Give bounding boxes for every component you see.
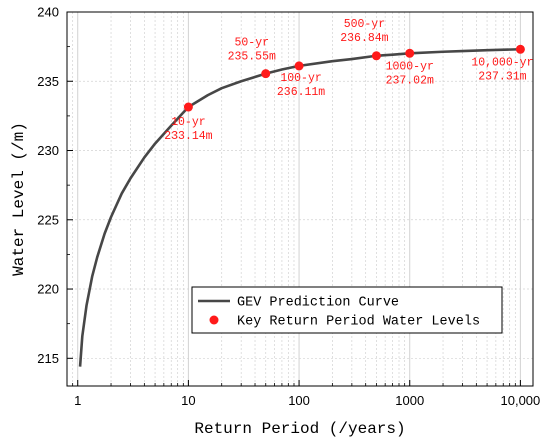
key-return-period-point — [294, 61, 304, 71]
key-return-period-point — [371, 51, 381, 61]
y-tick-label: 225 — [37, 212, 59, 227]
y-tick-label: 220 — [37, 282, 59, 297]
legend: GEV Prediction Curve Key Return Period W… — [191, 286, 503, 334]
key-return-period-point — [183, 102, 193, 112]
annotation-period: 10,000-yr — [471, 56, 533, 69]
legend-point-swatch — [209, 315, 219, 325]
x-tick-label: 1 — [74, 393, 81, 408]
annotation-period: 50-yr — [234, 37, 269, 50]
legend-label-curve: GEV Prediction Curve — [237, 296, 399, 311]
gev-prediction-curve — [78, 47, 521, 367]
curve-layer — [78, 47, 521, 367]
annotation-period: 1000-yr — [386, 60, 434, 73]
legend-label-points: Key Return Period Water Levels — [237, 315, 480, 330]
x-tick-label: 1000 — [395, 393, 424, 408]
annotation-period: 100-yr — [280, 72, 321, 85]
annotation-level: 235.55m — [228, 51, 276, 64]
annotation-level: 233.14m — [164, 130, 212, 143]
annotation-period: 500-yr — [344, 18, 385, 31]
y-tick-label: 230 — [37, 143, 59, 158]
legend-box — [191, 286, 503, 334]
annotation-level: 236.11m — [277, 86, 325, 99]
plot-frame — [66, 11, 534, 387]
annotation-level: 237.31m — [478, 70, 526, 83]
point-layer — [183, 44, 525, 112]
x-tick-label: 100 — [288, 393, 310, 408]
key-return-period-point — [515, 44, 525, 54]
key-return-period-point — [261, 69, 271, 79]
tick-layer: 1 10 100 1000 10,000 215 220 225 230 235 240 — [37, 5, 540, 409]
annotation-level: 237.02m — [386, 74, 434, 87]
key-return-period-point — [405, 48, 415, 58]
x-axis-title: Return Period (/years) — [194, 420, 405, 438]
y-tick-label: 235 — [37, 74, 59, 89]
x-tick-label: 10 — [181, 393, 195, 408]
y-tick-label: 240 — [37, 5, 59, 20]
y-tick-label: 215 — [37, 351, 59, 366]
y-axis-title: Water Level (/m) — [10, 122, 28, 276]
annotation-period: 10-yr — [171, 116, 206, 129]
x-tick-label: 10,000 — [501, 393, 541, 408]
annotation-level: 236.84m — [340, 32, 388, 45]
